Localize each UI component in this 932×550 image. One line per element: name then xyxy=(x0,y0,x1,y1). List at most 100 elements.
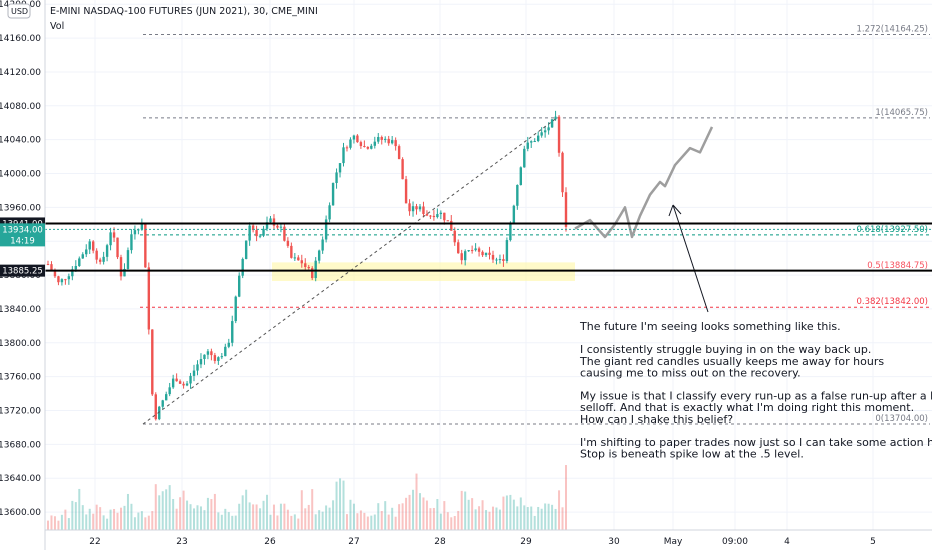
candle-body xyxy=(450,220,453,231)
candle-body xyxy=(81,254,84,259)
volume-bar xyxy=(339,478,342,530)
candle-body xyxy=(91,241,95,251)
volume-bar xyxy=(495,507,498,530)
volume-bar xyxy=(279,503,282,530)
price-tick-label: 13600.00 xyxy=(0,508,41,518)
volume-bar xyxy=(255,504,258,530)
candle-body xyxy=(328,205,331,220)
candle-body xyxy=(370,145,373,149)
volume-bar xyxy=(116,512,119,530)
volume-bar xyxy=(252,504,255,530)
candle-body xyxy=(116,237,119,258)
currency-badge[interactable]: USD xyxy=(7,3,31,19)
price-label-box xyxy=(0,264,45,277)
candle-body xyxy=(436,214,439,218)
candle-body xyxy=(272,218,276,226)
volume-bar xyxy=(259,508,262,530)
time-tick-label: 29 xyxy=(520,537,532,547)
candle-body xyxy=(293,257,297,259)
volume-bar xyxy=(363,512,366,530)
volume-bar xyxy=(474,509,477,530)
candle-body xyxy=(297,257,300,261)
price-tick-label: 13800.00 xyxy=(0,339,41,349)
volume-bar xyxy=(464,491,467,530)
volume-bar xyxy=(544,503,547,530)
volume-bar xyxy=(530,506,533,530)
price-label-box xyxy=(0,223,45,236)
volume-bar xyxy=(206,497,209,530)
candle-body xyxy=(78,258,81,267)
candle-body xyxy=(64,279,67,281)
volume-bar xyxy=(405,497,408,530)
candle-body xyxy=(446,220,449,222)
candle-body xyxy=(561,152,564,193)
arrow-head xyxy=(668,204,682,217)
candle-body xyxy=(161,400,164,407)
candle-body xyxy=(95,250,98,260)
candle-body xyxy=(151,329,154,395)
volume-bar xyxy=(467,499,470,530)
candle-body xyxy=(338,163,342,173)
volume-bars xyxy=(47,465,567,530)
candle-body xyxy=(467,250,470,252)
candle-body xyxy=(481,251,484,256)
price-label-text: 13885.25 xyxy=(2,267,43,277)
volume-bar xyxy=(446,512,449,530)
time-axis[interactable]: 22 23 26 27 28 29 30 May 09:00 4 5 xyxy=(45,529,932,547)
candle-body xyxy=(283,226,286,241)
candle-body xyxy=(147,267,151,330)
volume-bar xyxy=(491,506,494,530)
volume-bar xyxy=(182,490,185,530)
candle-body xyxy=(88,241,91,250)
candle-body xyxy=(460,253,463,261)
fib-label: 1(14065.75) xyxy=(875,108,928,118)
volume-bar xyxy=(432,507,435,530)
volume-bar xyxy=(370,515,373,530)
volume-bar xyxy=(120,507,123,530)
candle-body xyxy=(488,252,491,255)
candle-body xyxy=(502,259,505,262)
volume-bar xyxy=(429,508,432,530)
candle-body xyxy=(57,276,60,283)
volume-bar xyxy=(481,500,484,530)
candle-body xyxy=(356,135,359,143)
volume-bar xyxy=(161,491,164,530)
volume-bar xyxy=(460,490,463,530)
candle-body xyxy=(196,364,199,371)
candle-body xyxy=(359,142,363,147)
candle-body xyxy=(380,137,383,140)
candle-body xyxy=(321,239,324,251)
candle-body xyxy=(474,248,477,251)
volume-bar xyxy=(227,512,230,530)
candle-body xyxy=(251,225,255,231)
candle-body xyxy=(349,139,352,148)
trend-line xyxy=(142,117,558,425)
candle-body xyxy=(533,141,536,143)
candle-body xyxy=(373,141,376,146)
candle-body xyxy=(67,276,71,280)
candle-body xyxy=(415,206,418,210)
candle-body xyxy=(168,387,171,395)
candle-body xyxy=(234,296,237,322)
volume-bar xyxy=(203,510,206,530)
volume-bar xyxy=(408,494,411,530)
volume-bar xyxy=(126,493,129,530)
time-tick-label: 09:00 xyxy=(722,537,748,547)
candle-body xyxy=(165,394,168,401)
note-line: The future I'm seeing looks something li… xyxy=(579,320,841,333)
price-tick-label: 13760.00 xyxy=(0,373,41,383)
volume-bar xyxy=(165,489,168,530)
candle-body xyxy=(564,192,568,227)
time-tick-label: May xyxy=(664,537,683,547)
candle-body xyxy=(286,240,290,246)
volume-bar xyxy=(234,515,237,530)
volume-bar xyxy=(140,511,143,530)
candle-body xyxy=(238,275,241,297)
volume-bar xyxy=(172,498,175,530)
price-tick-label: 14040.00 xyxy=(0,136,41,146)
currency-label: USD xyxy=(11,7,28,16)
volume-bar xyxy=(137,512,140,530)
volume-bar xyxy=(92,513,95,530)
candle-body xyxy=(509,222,512,241)
